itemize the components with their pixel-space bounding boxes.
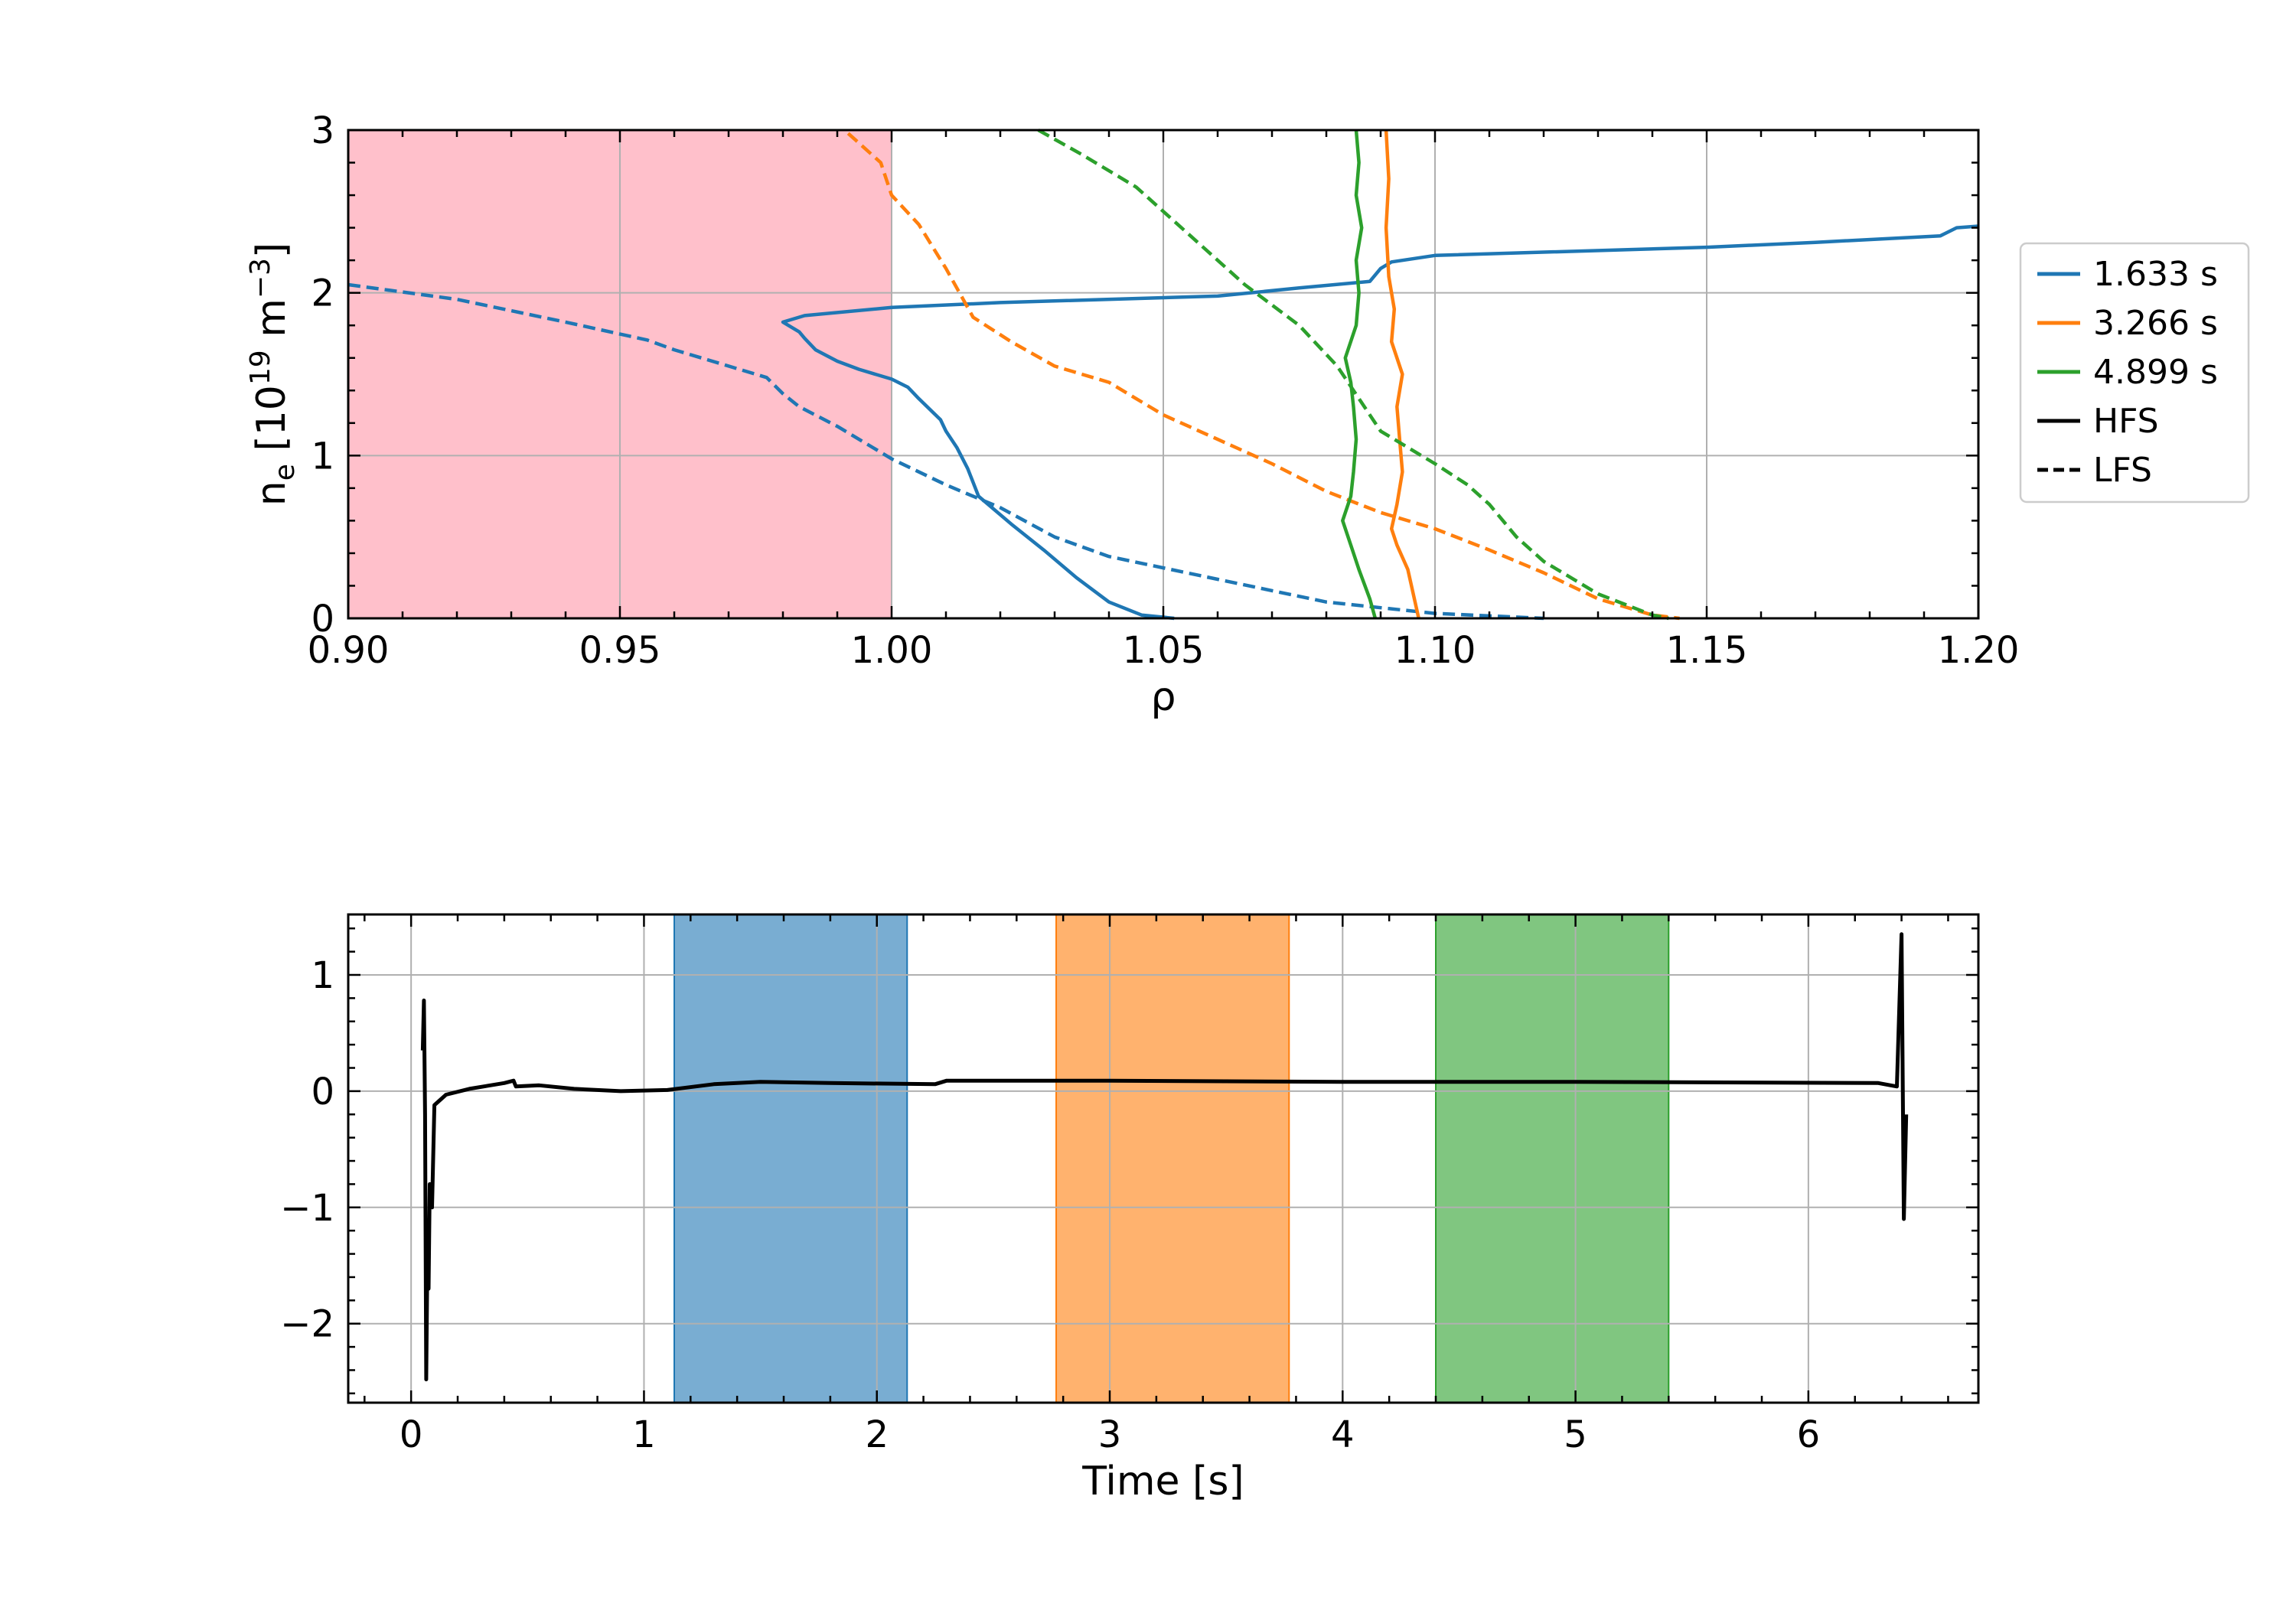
x-tick-label: 4: [1331, 1413, 1355, 1456]
density-profile-plot: 0.90 0.95 1.00 1.05 1.10 1.15 1.20 0 1 2 3 ρ ne [1…: [245, 109, 2250, 720]
plot-frame: [347, 913, 1980, 1404]
x-tick-label: 0.90: [308, 629, 390, 672]
y-tick-label: −1: [280, 1187, 334, 1230]
x-tick-label: 1.20: [1938, 629, 2020, 672]
x-tick-label: 6: [1797, 1413, 1821, 1456]
legend: 1.633 s 3.266 s 4.899 s HFS LFS: [2019, 242, 2250, 504]
series-line: [1341, 129, 1378, 619]
y-tick-label: −2: [280, 1303, 334, 1346]
x-tick-label: 1.00: [851, 629, 933, 672]
y-tick-label: 1: [311, 435, 334, 478]
x-axis-label: Time [s]: [1081, 1459, 1244, 1504]
time-trace-plot: 0 1 2 3 4 5 6 −2 −1 0 1 Time [s]: [280, 913, 1980, 1504]
y-tick-label: 3: [311, 109, 334, 152]
y-tick-label: 0: [311, 1071, 334, 1113]
x-tick-label: 2: [865, 1413, 889, 1456]
series-line: [347, 282, 1544, 621]
x-axis-label: ρ: [1150, 674, 1176, 720]
series-line: [846, 132, 1680, 621]
x-tick-label: 1.05: [1123, 629, 1205, 672]
x-tick-label: 5: [1564, 1413, 1587, 1456]
plot-frame: [347, 129, 1980, 620]
x-tick-label: 3: [1098, 1413, 1122, 1456]
legend-label: LFS: [2093, 451, 2152, 490]
legend-label: 1.633 s: [2093, 255, 2218, 294]
shaded-region: [1055, 914, 1290, 1403]
y-tick-label: 2: [311, 272, 334, 315]
y-tick-label: 1: [311, 954, 334, 997]
x-tick-label: 1: [632, 1413, 656, 1456]
x-tick-label: 1.15: [1666, 629, 1748, 672]
x-tick-label: 0: [400, 1413, 423, 1456]
series-line: [781, 224, 1979, 621]
x-tick-label: 0.95: [579, 629, 661, 672]
shaded-region: [1435, 914, 1670, 1403]
series-line: [1037, 129, 1669, 621]
series-line: [1384, 129, 1420, 619]
shaded-region: [673, 914, 908, 1403]
x-tick-label: 1.10: [1394, 629, 1476, 672]
y-tick-label: 0: [311, 598, 334, 641]
y-axis-label: ne [1019 m−3]: [245, 243, 301, 506]
legend-label: HFS: [2093, 402, 2159, 441]
legend-label: 3.266 s: [2093, 304, 2218, 343]
legend-box: [2019, 242, 2250, 504]
legend-label: 4.899 s: [2093, 353, 2218, 392]
series-line: [420, 932, 1909, 1382]
